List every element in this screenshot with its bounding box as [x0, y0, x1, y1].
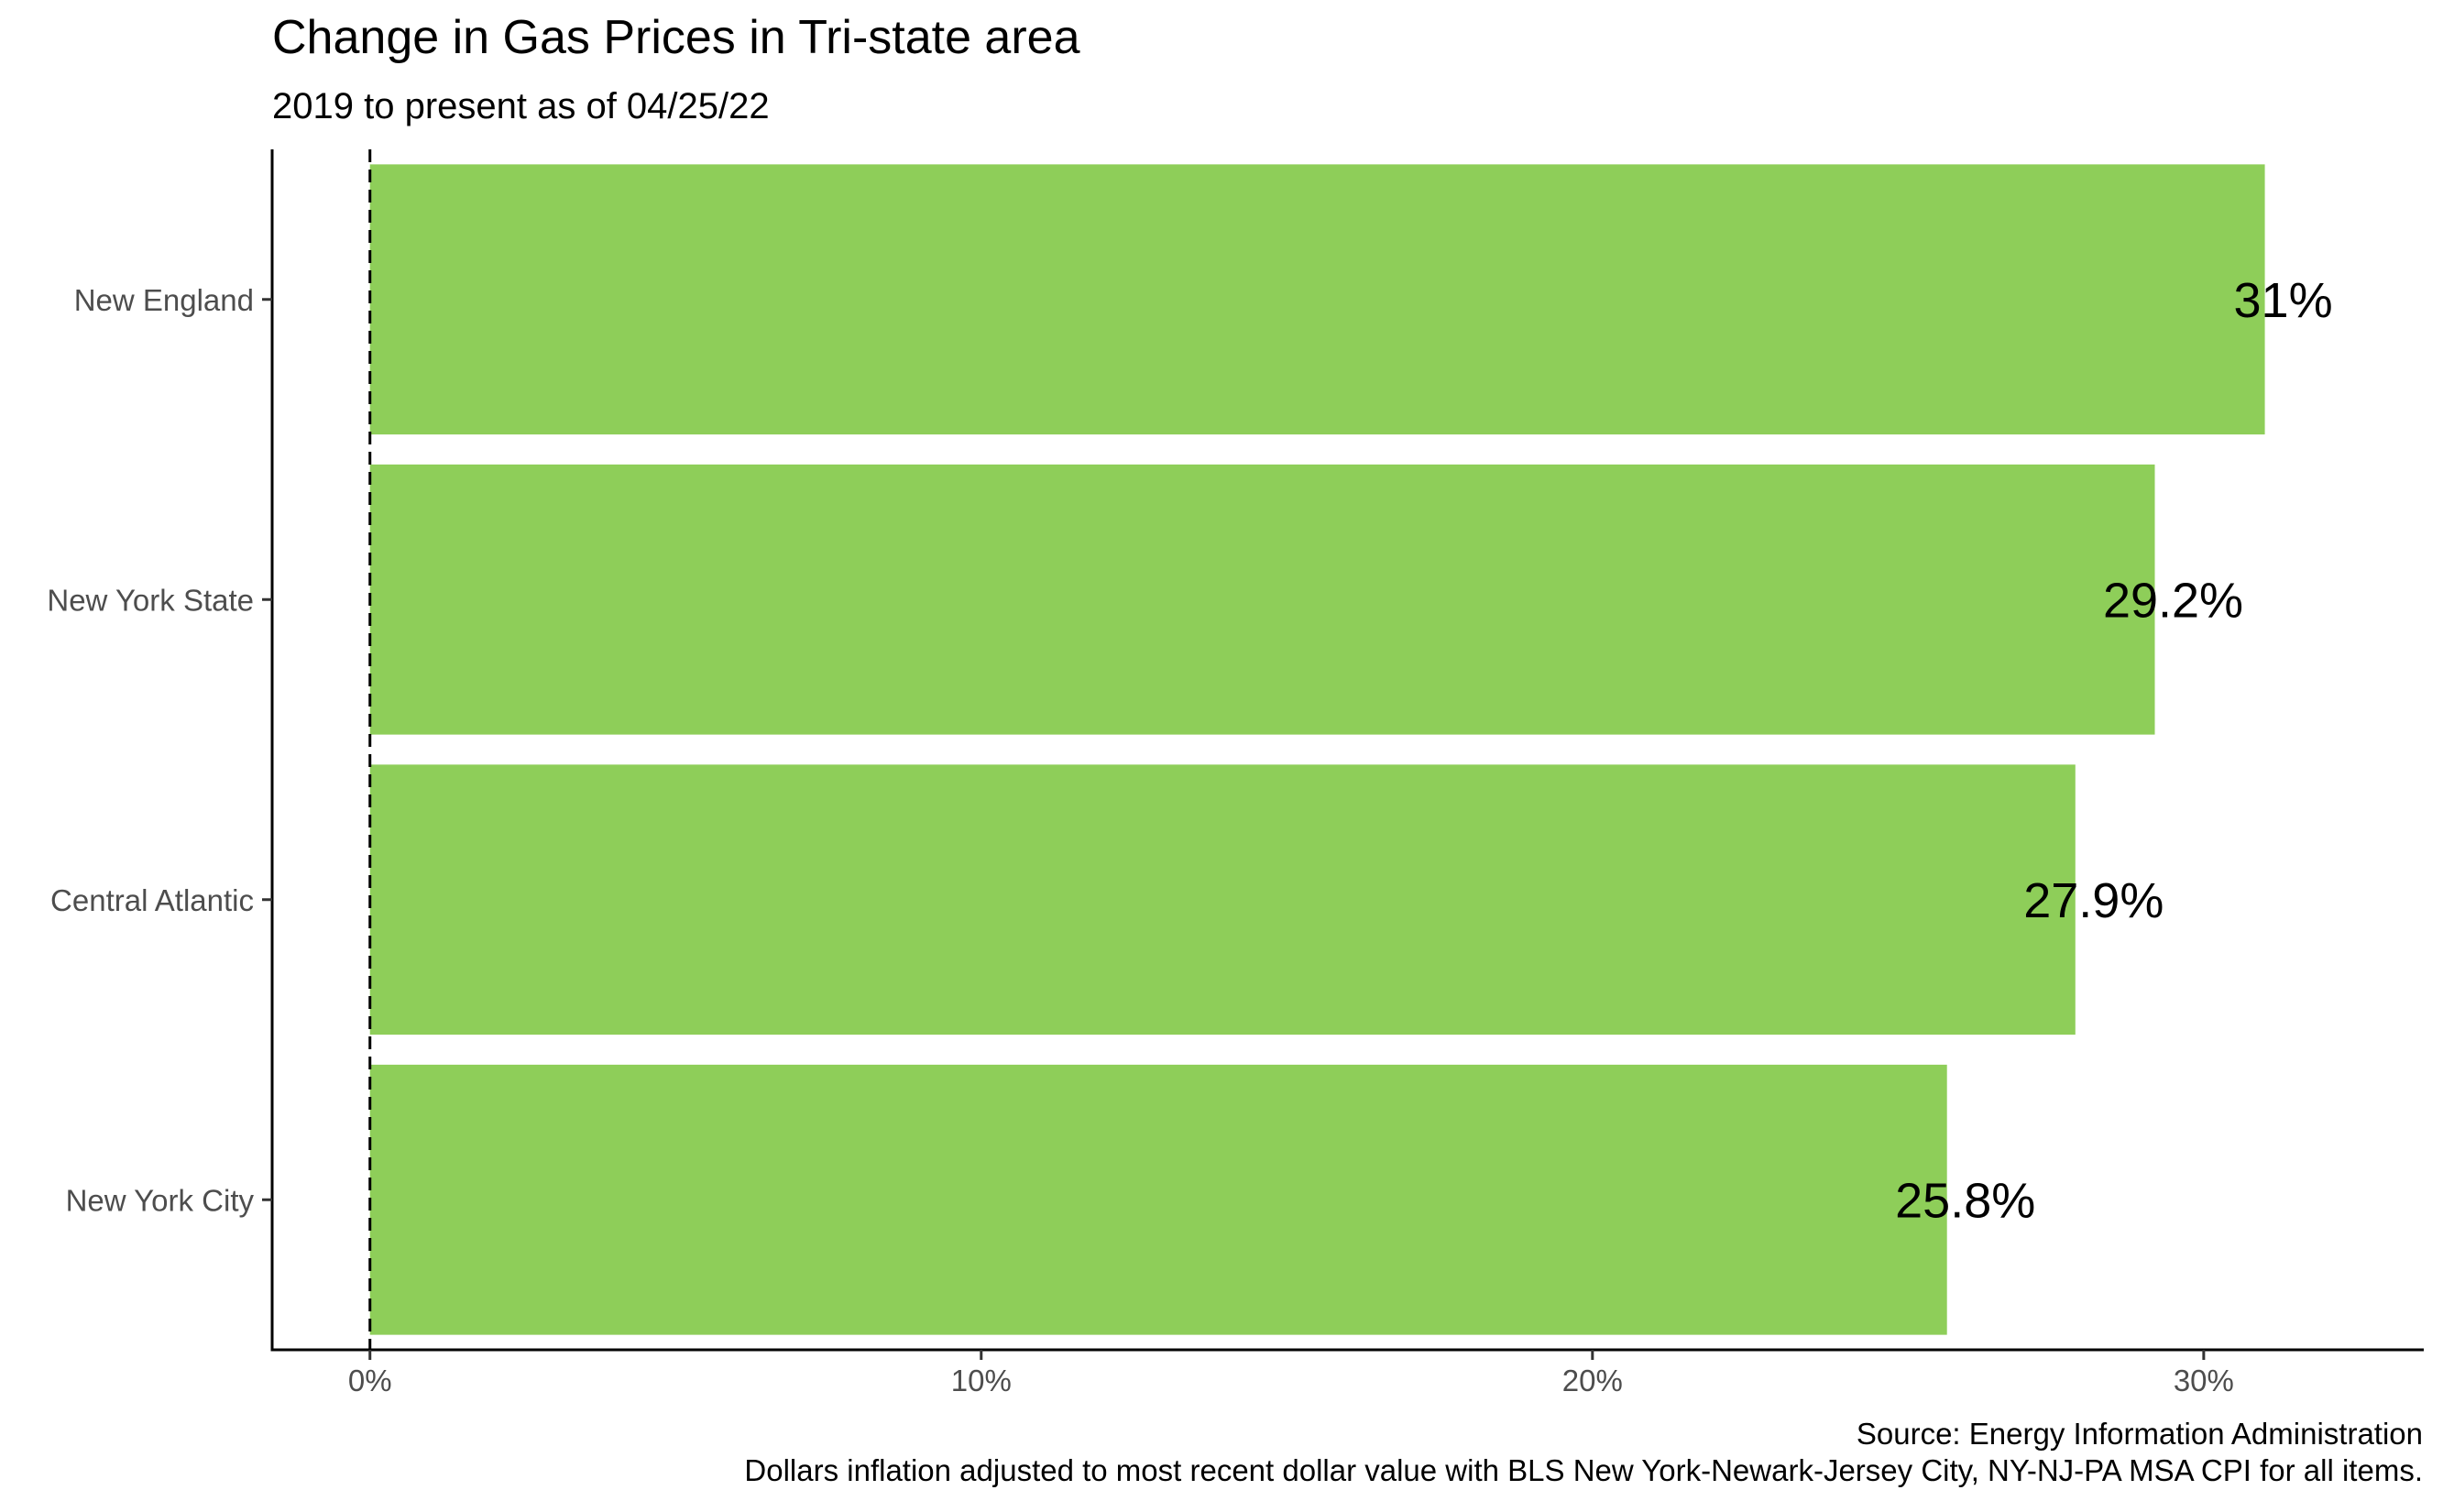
bar — [369, 464, 2155, 735]
x-tick-label: 10% — [951, 1364, 1012, 1397]
plot-area: 31% 29.2% 27.9% 25.8% New England New York St… — [47, 149, 2424, 1397]
x-tick-label: 30% — [2174, 1364, 2234, 1397]
bar-data-label: 29.2% — [2103, 573, 2243, 628]
y-tick-label: Central Atlantic — [50, 883, 254, 917]
caption-source: Source: Energy Information Administratio… — [1857, 1417, 2423, 1451]
x-tick-label: 20% — [1562, 1364, 1623, 1397]
bar — [369, 764, 2076, 1035]
bar-data-label: 27.9% — [2023, 873, 2164, 928]
bar — [369, 164, 2265, 435]
y-tick-label: New York State — [47, 583, 254, 617]
x-tick-label: 0% — [348, 1364, 392, 1397]
chart-title: Change in Gas Prices in Tri-state area — [272, 11, 1080, 64]
chart-subtitle: 2019 to present as of 04/25/22 — [272, 86, 770, 126]
bar-data-label: 31% — [2234, 273, 2333, 328]
bar — [369, 1064, 1947, 1335]
caption-note: Dollars inflation adjusted to most recen… — [744, 1453, 2423, 1487]
y-tick-label: New England — [74, 283, 254, 317]
bar-data-label: 25.8% — [1895, 1173, 2035, 1228]
y-tick-label: New York City — [66, 1183, 255, 1217]
